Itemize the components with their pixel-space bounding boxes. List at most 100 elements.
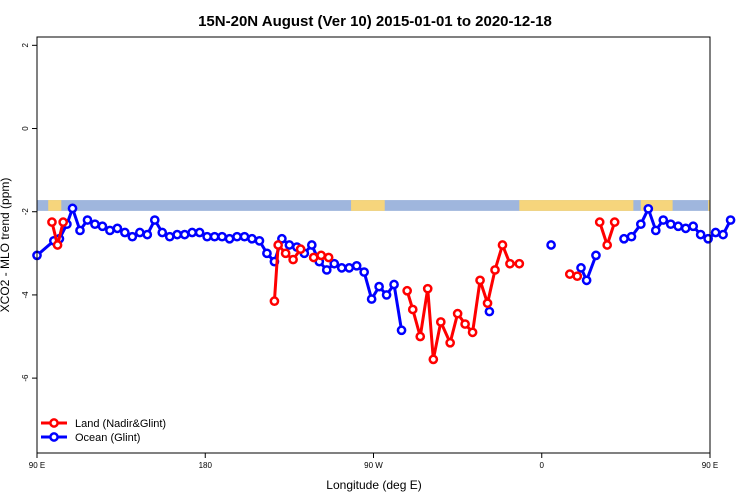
data-point (97, 221, 108, 232)
legend-marker (49, 418, 59, 428)
data-point (407, 304, 418, 315)
data-point (149, 215, 160, 225)
data-point (105, 225, 115, 236)
data-point (90, 219, 100, 230)
data-point (482, 298, 493, 309)
data-point (658, 215, 669, 225)
data-point (490, 265, 500, 275)
legend-label: Ocean (Glint) (75, 432, 140, 444)
land-ocean-band (37, 200, 710, 211)
legend-item: Ocean (Glint) (41, 432, 140, 444)
data-point (396, 325, 407, 336)
data-point (142, 229, 153, 240)
data-point (435, 317, 446, 327)
data-point (112, 223, 123, 234)
data-point (546, 240, 556, 250)
data-point (609, 217, 620, 227)
data-point (75, 225, 85, 236)
data-point (484, 306, 495, 317)
data-point (273, 240, 284, 250)
data-point (187, 227, 198, 238)
land-band-segment (519, 200, 634, 211)
legend-item: Land (Nadir&Glint) (41, 418, 166, 430)
data-point (635, 219, 646, 230)
data-point (688, 221, 699, 232)
y-axis-label: XCO2 - MLO trend (ppm) (0, 178, 12, 313)
data-point (82, 215, 93, 225)
legend-label: Land (Nadir&Glint) (75, 418, 166, 430)
series-group (32, 203, 736, 336)
x-tick-label: 90 E (702, 461, 718, 470)
data-point (194, 227, 205, 238)
data-point (415, 331, 426, 342)
data-point (164, 231, 175, 242)
data-point (619, 233, 629, 244)
land-band-segment (708, 200, 710, 211)
legend-marker (49, 432, 59, 442)
data-point (467, 327, 478, 338)
data-point (643, 203, 654, 214)
data-point (626, 231, 637, 242)
data-point (269, 296, 280, 307)
y-axis: 2 0 -2 -4 -6 (21, 43, 37, 382)
data-point (718, 229, 728, 240)
data-point (665, 219, 676, 230)
data-point (591, 250, 601, 261)
y-tick-label: -4 (21, 291, 30, 299)
data-point (254, 235, 265, 246)
data-point (47, 217, 57, 227)
data-point (359, 267, 370, 277)
land-band-segment (48, 200, 62, 211)
x-tick-label: 90 W (364, 461, 383, 470)
y-tick-label: -6 (21, 374, 30, 382)
data-point (323, 252, 334, 263)
data-point (336, 263, 347, 273)
data-point (445, 337, 455, 348)
series-group (47, 217, 620, 365)
data-point (680, 223, 691, 234)
data-point (581, 275, 592, 286)
data-point (172, 229, 183, 240)
data-point (209, 231, 220, 242)
data-point (316, 250, 327, 261)
data-point (389, 279, 399, 290)
data-point (308, 252, 319, 263)
series-line (405, 243, 520, 361)
data-point (422, 283, 433, 294)
x-tick-label: 0 (540, 461, 545, 470)
data-point (351, 260, 362, 271)
data-point (280, 248, 291, 259)
data-point (452, 308, 463, 319)
data-point (725, 215, 736, 225)
data-point (67, 203, 78, 214)
data-point (224, 233, 235, 244)
data-point (239, 231, 250, 242)
y-tick-label: 0 (21, 126, 30, 131)
data-point (564, 269, 575, 279)
data-point (52, 240, 63, 250)
data-point (695, 229, 706, 240)
data-point (247, 233, 257, 244)
land-band-segment (640, 200, 673, 211)
data-point (673, 221, 684, 232)
data-point (262, 248, 272, 259)
y-tick-label: 2 (21, 43, 30, 48)
data-point (321, 265, 332, 275)
data-point (650, 225, 661, 236)
data-point (295, 244, 306, 255)
data-point (329, 258, 340, 269)
data-point (602, 240, 613, 250)
x-tick-label: 90 E (29, 461, 45, 470)
data-point (127, 231, 138, 242)
data-point (402, 285, 412, 296)
data-point (157, 227, 168, 238)
data-point (179, 229, 190, 240)
chart-title: 15N-20N August (Ver 10) 2015-01-01 to 20… (198, 13, 552, 30)
series-layer (32, 203, 736, 365)
data-point (288, 254, 298, 265)
data-point (514, 258, 525, 269)
data-point (232, 231, 242, 242)
data-point (202, 231, 212, 242)
data-point (475, 275, 485, 286)
